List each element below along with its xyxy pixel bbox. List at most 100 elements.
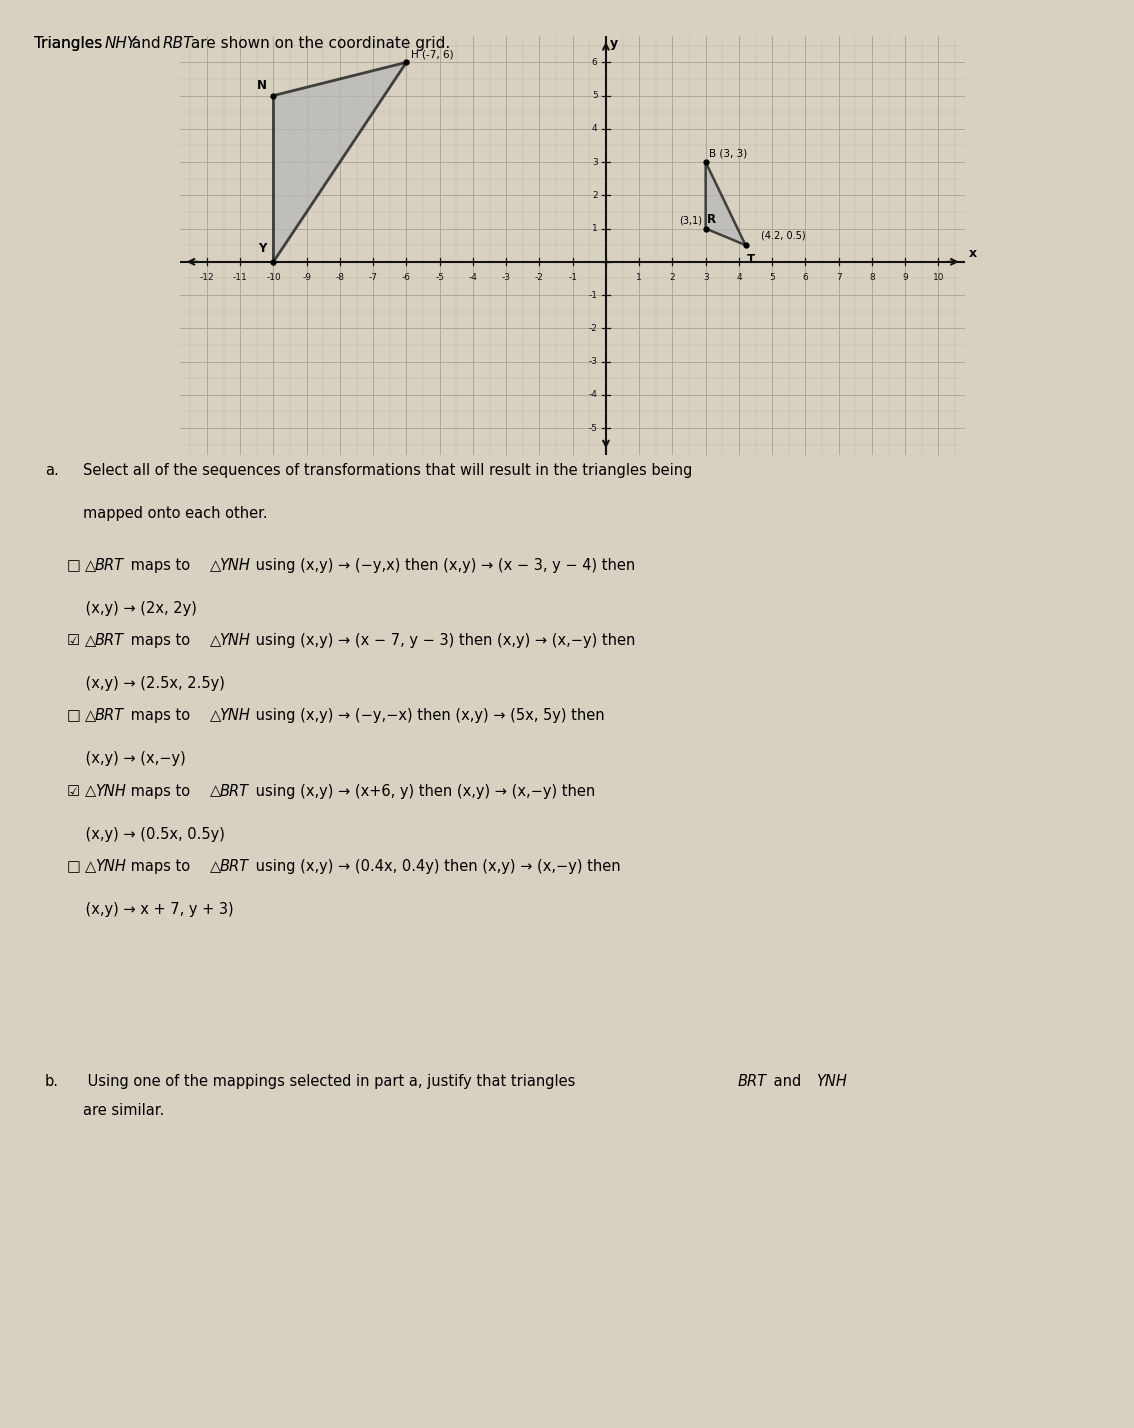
Polygon shape	[705, 161, 745, 246]
Text: -7: -7	[369, 273, 378, 283]
Text: 6: 6	[803, 273, 809, 283]
Text: are similar.: are similar.	[83, 1102, 164, 1118]
Text: -9: -9	[302, 273, 311, 283]
Text: H (-7, 6): H (-7, 6)	[412, 50, 454, 60]
Text: (4.2, 0.5): (4.2, 0.5)	[761, 230, 805, 240]
Text: using (x,y) → (−y,−x) then (x,y) → (5x, 5y) then: using (x,y) → (−y,−x) then (x,y) → (5x, …	[251, 708, 604, 724]
Text: 1: 1	[592, 224, 598, 233]
Text: maps to: maps to	[126, 558, 195, 573]
Text: and: and	[127, 36, 166, 51]
Text: △: △	[210, 784, 221, 798]
Text: (x,y) → (0.5x, 0.5y): (x,y) → (0.5x, 0.5y)	[67, 827, 225, 841]
Text: 2: 2	[592, 191, 598, 200]
Text: R: R	[708, 213, 717, 226]
Text: RBT: RBT	[162, 36, 193, 51]
Text: using (x,y) → (0.4x, 0.4y) then (x,y) → (x,−y) then: using (x,y) → (0.4x, 0.4y) then (x,y) → …	[251, 858, 620, 874]
Text: 5: 5	[769, 273, 775, 283]
Text: YNH: YNH	[220, 708, 251, 724]
Text: (x,y) → x + 7, y + 3): (x,y) → x + 7, y + 3)	[67, 901, 234, 917]
Text: -5: -5	[589, 424, 598, 433]
Polygon shape	[273, 63, 406, 261]
Text: -3: -3	[501, 273, 510, 283]
Text: △: △	[210, 633, 221, 648]
Text: 2: 2	[669, 273, 675, 283]
Text: 3: 3	[592, 157, 598, 167]
Text: -10: -10	[266, 273, 281, 283]
Text: -2: -2	[535, 273, 544, 283]
Text: 4: 4	[592, 124, 598, 133]
Text: □: □	[67, 708, 85, 724]
Text: △: △	[85, 633, 96, 648]
Text: 1: 1	[636, 273, 642, 283]
Text: (3,1): (3,1)	[678, 216, 702, 226]
Text: YNH: YNH	[815, 1074, 847, 1090]
Text: 3: 3	[703, 273, 709, 283]
Text: △: △	[85, 858, 96, 874]
Text: BRT: BRT	[738, 1074, 767, 1090]
Text: -4: -4	[468, 273, 477, 283]
Text: using (x,y) → (x − 7, y − 3) then (x,y) → (x,−y) then: using (x,y) → (x − 7, y − 3) then (x,y) …	[251, 633, 635, 648]
Text: maps to: maps to	[126, 858, 195, 874]
Text: YNH: YNH	[220, 633, 251, 648]
Text: 8: 8	[869, 273, 874, 283]
Text: -6: -6	[401, 273, 411, 283]
Text: BRT: BRT	[95, 558, 124, 573]
Text: 5: 5	[592, 91, 598, 100]
Text: △: △	[85, 558, 96, 573]
Text: y: y	[610, 37, 618, 50]
Text: YNH: YNH	[95, 784, 126, 798]
Text: Triangles: Triangles	[34, 36, 107, 51]
Text: -4: -4	[589, 390, 598, 400]
Text: -12: -12	[200, 273, 214, 283]
Text: are shown on the coordinate grid.: are shown on the coordinate grid.	[186, 36, 450, 51]
Text: ☑: ☑	[67, 633, 84, 648]
Text: -8: -8	[336, 273, 345, 283]
Text: □: □	[67, 858, 85, 874]
Text: ☑: ☑	[67, 784, 84, 798]
Text: maps to: maps to	[126, 708, 195, 724]
Text: Using one of the mappings selected in part a, justify that triangles: Using one of the mappings selected in pa…	[83, 1074, 581, 1090]
Text: □: □	[67, 558, 85, 573]
Text: △: △	[210, 858, 221, 874]
Text: -3: -3	[589, 357, 598, 366]
Text: -11: -11	[232, 273, 247, 283]
Text: using (x,y) → (−y,x) then (x,y) → (x − 3, y − 4) then: using (x,y) → (−y,x) then (x,y) → (x − 3…	[251, 558, 635, 573]
Text: Triangles: Triangles	[34, 36, 107, 51]
Text: mapped onto each other.: mapped onto each other.	[83, 506, 268, 521]
Text: b.: b.	[44, 1074, 59, 1090]
Text: 4: 4	[736, 273, 742, 283]
Text: 10: 10	[932, 273, 945, 283]
Text: -2: -2	[589, 324, 598, 333]
Text: B (3, 3): B (3, 3)	[709, 149, 747, 159]
Text: using (x,y) → (x+6, y) then (x,y) → (x,−y) then: using (x,y) → (x+6, y) then (x,y) → (x,−…	[251, 784, 595, 798]
Text: YNH: YNH	[220, 558, 251, 573]
Text: N: N	[256, 79, 266, 93]
Text: and: and	[769, 1074, 806, 1090]
Text: (x,y) → (2.5x, 2.5y): (x,y) → (2.5x, 2.5y)	[67, 675, 225, 691]
Text: 9: 9	[903, 273, 908, 283]
Text: (x,y) → (x,−y): (x,y) → (x,−y)	[67, 751, 186, 767]
Text: -5: -5	[435, 273, 445, 283]
Text: maps to: maps to	[126, 784, 195, 798]
Text: △: △	[210, 558, 221, 573]
Text: -1: -1	[589, 290, 598, 300]
Text: YNH: YNH	[95, 858, 126, 874]
Text: BRT: BRT	[95, 708, 124, 724]
Text: maps to: maps to	[126, 633, 195, 648]
Text: a.: a.	[44, 463, 59, 478]
Text: 7: 7	[836, 273, 841, 283]
Text: NHY: NHY	[104, 36, 136, 51]
Text: -1: -1	[568, 273, 577, 283]
Text: x: x	[968, 247, 976, 260]
Text: 6: 6	[592, 57, 598, 67]
Text: Select all of the sequences of transformations that will result in the triangles: Select all of the sequences of transform…	[83, 463, 693, 478]
Text: △: △	[85, 784, 96, 798]
Text: △: △	[85, 708, 96, 724]
Text: Y: Y	[259, 243, 266, 256]
Text: △: △	[210, 708, 221, 724]
Text: BRT: BRT	[220, 858, 248, 874]
Text: T: T	[747, 254, 755, 267]
Text: BRT: BRT	[220, 784, 248, 798]
Text: (x,y) → (2x, 2y): (x,y) → (2x, 2y)	[67, 601, 196, 615]
Text: BRT: BRT	[95, 633, 124, 648]
